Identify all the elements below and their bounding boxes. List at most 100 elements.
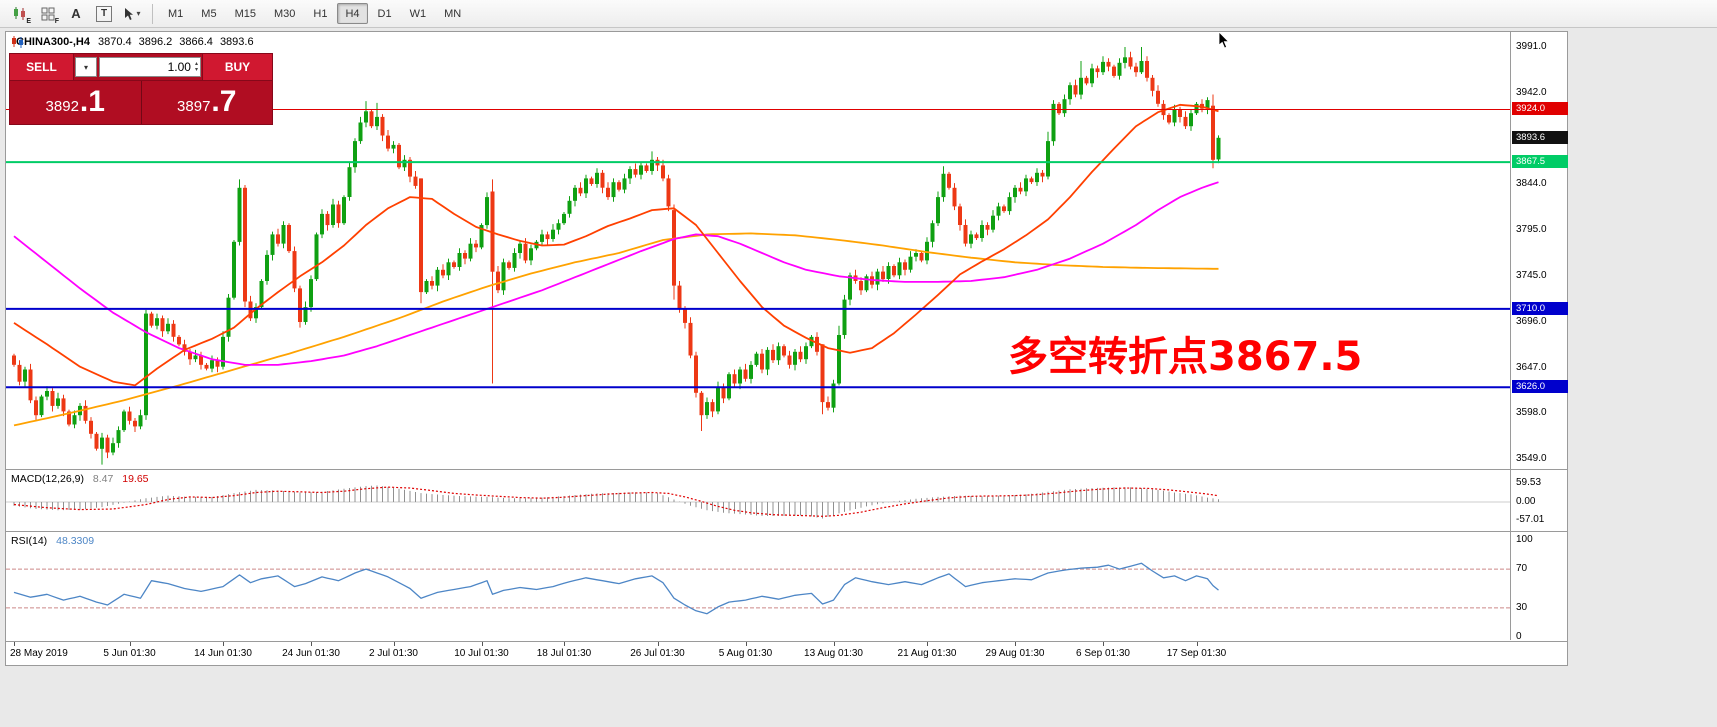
time-tick-label: 5 Jun 01:30 [103, 648, 156, 659]
top-toolbar: E F A T ▾ M1 M5 M15 M30 H1 H4 [0, 0, 1717, 28]
volume-dropdown[interactable]: ▾ [75, 57, 97, 77]
time-tick-mark [311, 642, 312, 646]
symbol-timeframe-label: CHINA300-,H4 [16, 36, 90, 48]
candlestick-glyph [14, 6, 25, 20]
price-tick-label: 3549.0 [1516, 453, 1547, 464]
text-label-icon[interactable]: A [71, 6, 81, 21]
time-tick-mark [745, 642, 747, 646]
price-chart-pane[interactable] [6, 32, 1510, 469]
level-price-badge: 3710.0 [1512, 301, 1568, 315]
close-value: 3893.6 [219, 36, 254, 48]
time-tick-label: 14 Jun 01:30 [194, 648, 252, 659]
time-tick-mark [1196, 642, 1198, 646]
cursor-glyph [125, 7, 134, 20]
high-value: 3896.2 [138, 36, 173, 48]
ask-price[interactable]: 3897 .7 [177, 85, 237, 118]
icon-badge: F [54, 17, 59, 25]
time-tick-label: 17 Sep 01:30 [1166, 648, 1227, 659]
time-tick-label: 24 Jun 01:30 [282, 648, 340, 659]
time-tick-mark [129, 642, 131, 646]
time-tick-mark [657, 642, 659, 646]
chart-symbol-icon [12, 36, 23, 48]
time-tick-mark [223, 642, 224, 646]
cursor-crosshair-icon[interactable]: ▾ [119, 2, 145, 26]
volume-up-button[interactable]: ▴ [194, 61, 198, 67]
timeframe-button-w1[interactable]: W1 [402, 3, 435, 24]
time-tick-label: 29 Aug 01:30 [985, 648, 1045, 659]
time-tick-label: 2 Jul 01:30 [369, 648, 418, 659]
grid-profile-icon[interactable]: F [35, 2, 61, 26]
rsi-axis-label: 30 [1516, 601, 1528, 613]
time-tick-label: 6 Sep 01:30 [1076, 648, 1130, 659]
timeframe-button-m30[interactable]: M30 [266, 3, 303, 24]
candlestick-chart-icon[interactable]: E [7, 2, 33, 26]
timeframe-button-mn[interactable]: MN [436, 3, 469, 24]
pane-separator[interactable] [6, 531, 1567, 532]
price-tick-label: 3942.0 [1516, 86, 1547, 98]
annotation-text: 多空转折点3867.5 [1008, 334, 1363, 380]
time-axis[interactable]: 28 May 2019 5 Jun 01:30 14 Jun 01:30 24 Jun… [6, 641, 1567, 664]
volume-spinner: ▴ ▾ [195, 61, 198, 73]
rsi-axis-label: 0 [1516, 631, 1522, 642]
chevron-down-icon: ▾ [83, 62, 88, 72]
sell-button[interactable]: SELL [10, 54, 74, 80]
icon-badge: E [26, 17, 31, 25]
level-price-badge: 3867.5 [1512, 155, 1568, 169]
timeframe-button-d1[interactable]: D1 [370, 3, 400, 24]
price-tick-label: 3647.0 [1516, 361, 1547, 373]
trade-panel-controls: SELL ▾ 1.00 ▴ ▾ BUY [10, 54, 272, 80]
macd-axis-label: 0.00 [1516, 496, 1536, 507]
grid-glyph [41, 7, 55, 20]
price-tick-label: 3745.0 [1516, 270, 1547, 282]
time-tick-mark [1015, 642, 1016, 646]
chart-title: CHINA300-,H4 3870.4 3896.2 3866.4 3893.6 [11, 36, 261, 48]
time-tick-mark [1103, 642, 1104, 646]
buy-button[interactable]: BUY [202, 54, 272, 80]
volume-value: 1.00 [167, 60, 191, 74]
price-tick-label: 3696.0 [1516, 315, 1547, 327]
trade-panel-quotes: 3892 .1 3897 .7 [10, 80, 272, 124]
time-tick-label: 21 Aug 01:30 [897, 648, 957, 659]
macd-axis-label: -57.01 [1516, 514, 1545, 526]
timeframe-button-m15[interactable]: M15 [227, 3, 264, 24]
mouse-cursor [1218, 32, 1230, 49]
bid-price[interactable]: 3892 .1 [10, 81, 142, 124]
rsi-axis-label: 70 [1516, 563, 1528, 575]
price-tick-label: 3991.0 [1516, 41, 1547, 52]
time-tick-label: 26 Jul 01:30 [630, 648, 685, 659]
time-tick-label: 10 Jul 01:30 [454, 648, 509, 659]
timeframe-button-m1[interactable]: M1 [160, 3, 191, 24]
timeframe-button-h1[interactable]: H1 [305, 3, 335, 24]
low-value: 3866.4 [179, 36, 213, 48]
timeframe-button-h4[interactable]: H4 [337, 3, 368, 24]
volume-input[interactable]: 1.00 ▴ ▾ [99, 57, 201, 77]
level-price-badge: 3626.0 [1512, 380, 1568, 394]
time-tick-label: 13 Aug 01:30 [804, 648, 863, 659]
rsi-label: RSI(14) 48.3309 [11, 535, 95, 547]
level-price-badge: 3924.0 [1512, 102, 1568, 116]
volume-down-button[interactable]: ▾ [194, 67, 198, 73]
macd-label: MACD(12,26,9) 8.47 19.65 [11, 473, 149, 485]
time-tick-label: 18 Jul 01:30 [536, 648, 592, 659]
macd-indicator-pane[interactable] [6, 470, 1510, 531]
toolbar-separator [152, 3, 153, 24]
time-tick-mark [481, 642, 483, 646]
time-tick-mark [14, 642, 15, 646]
price-axis[interactable]: 3991.0 3942.0 3844.0 3795.0 3745.0 3696.0 3647… [1510, 32, 1568, 642]
macd-signal-value: 19.65 [122, 473, 149, 485]
timeframe-button-m5[interactable]: M5 [193, 3, 224, 24]
rsi-value: 48.3309 [56, 535, 95, 547]
text-box-icon[interactable]: T [91, 2, 117, 26]
time-tick-mark [564, 642, 565, 646]
macd-main-value: 8.47 [92, 473, 114, 485]
price-tick-label: 3844.0 [1516, 178, 1547, 190]
time-tick-label: 28 May 2019 [10, 648, 68, 659]
time-tick-mark [393, 642, 395, 646]
macd-axis-label: 59.53 [1516, 477, 1542, 489]
rsi-indicator-pane[interactable] [6, 532, 1510, 640]
pane-separator[interactable] [6, 469, 1567, 470]
price-tick-label: 3795.0 [1516, 223, 1547, 235]
current-price-badge: 3893.6 [1512, 130, 1568, 144]
chart-window: CHINA300-,H4 3870.4 3896.2 3866.4 3893.6… [5, 31, 1568, 666]
